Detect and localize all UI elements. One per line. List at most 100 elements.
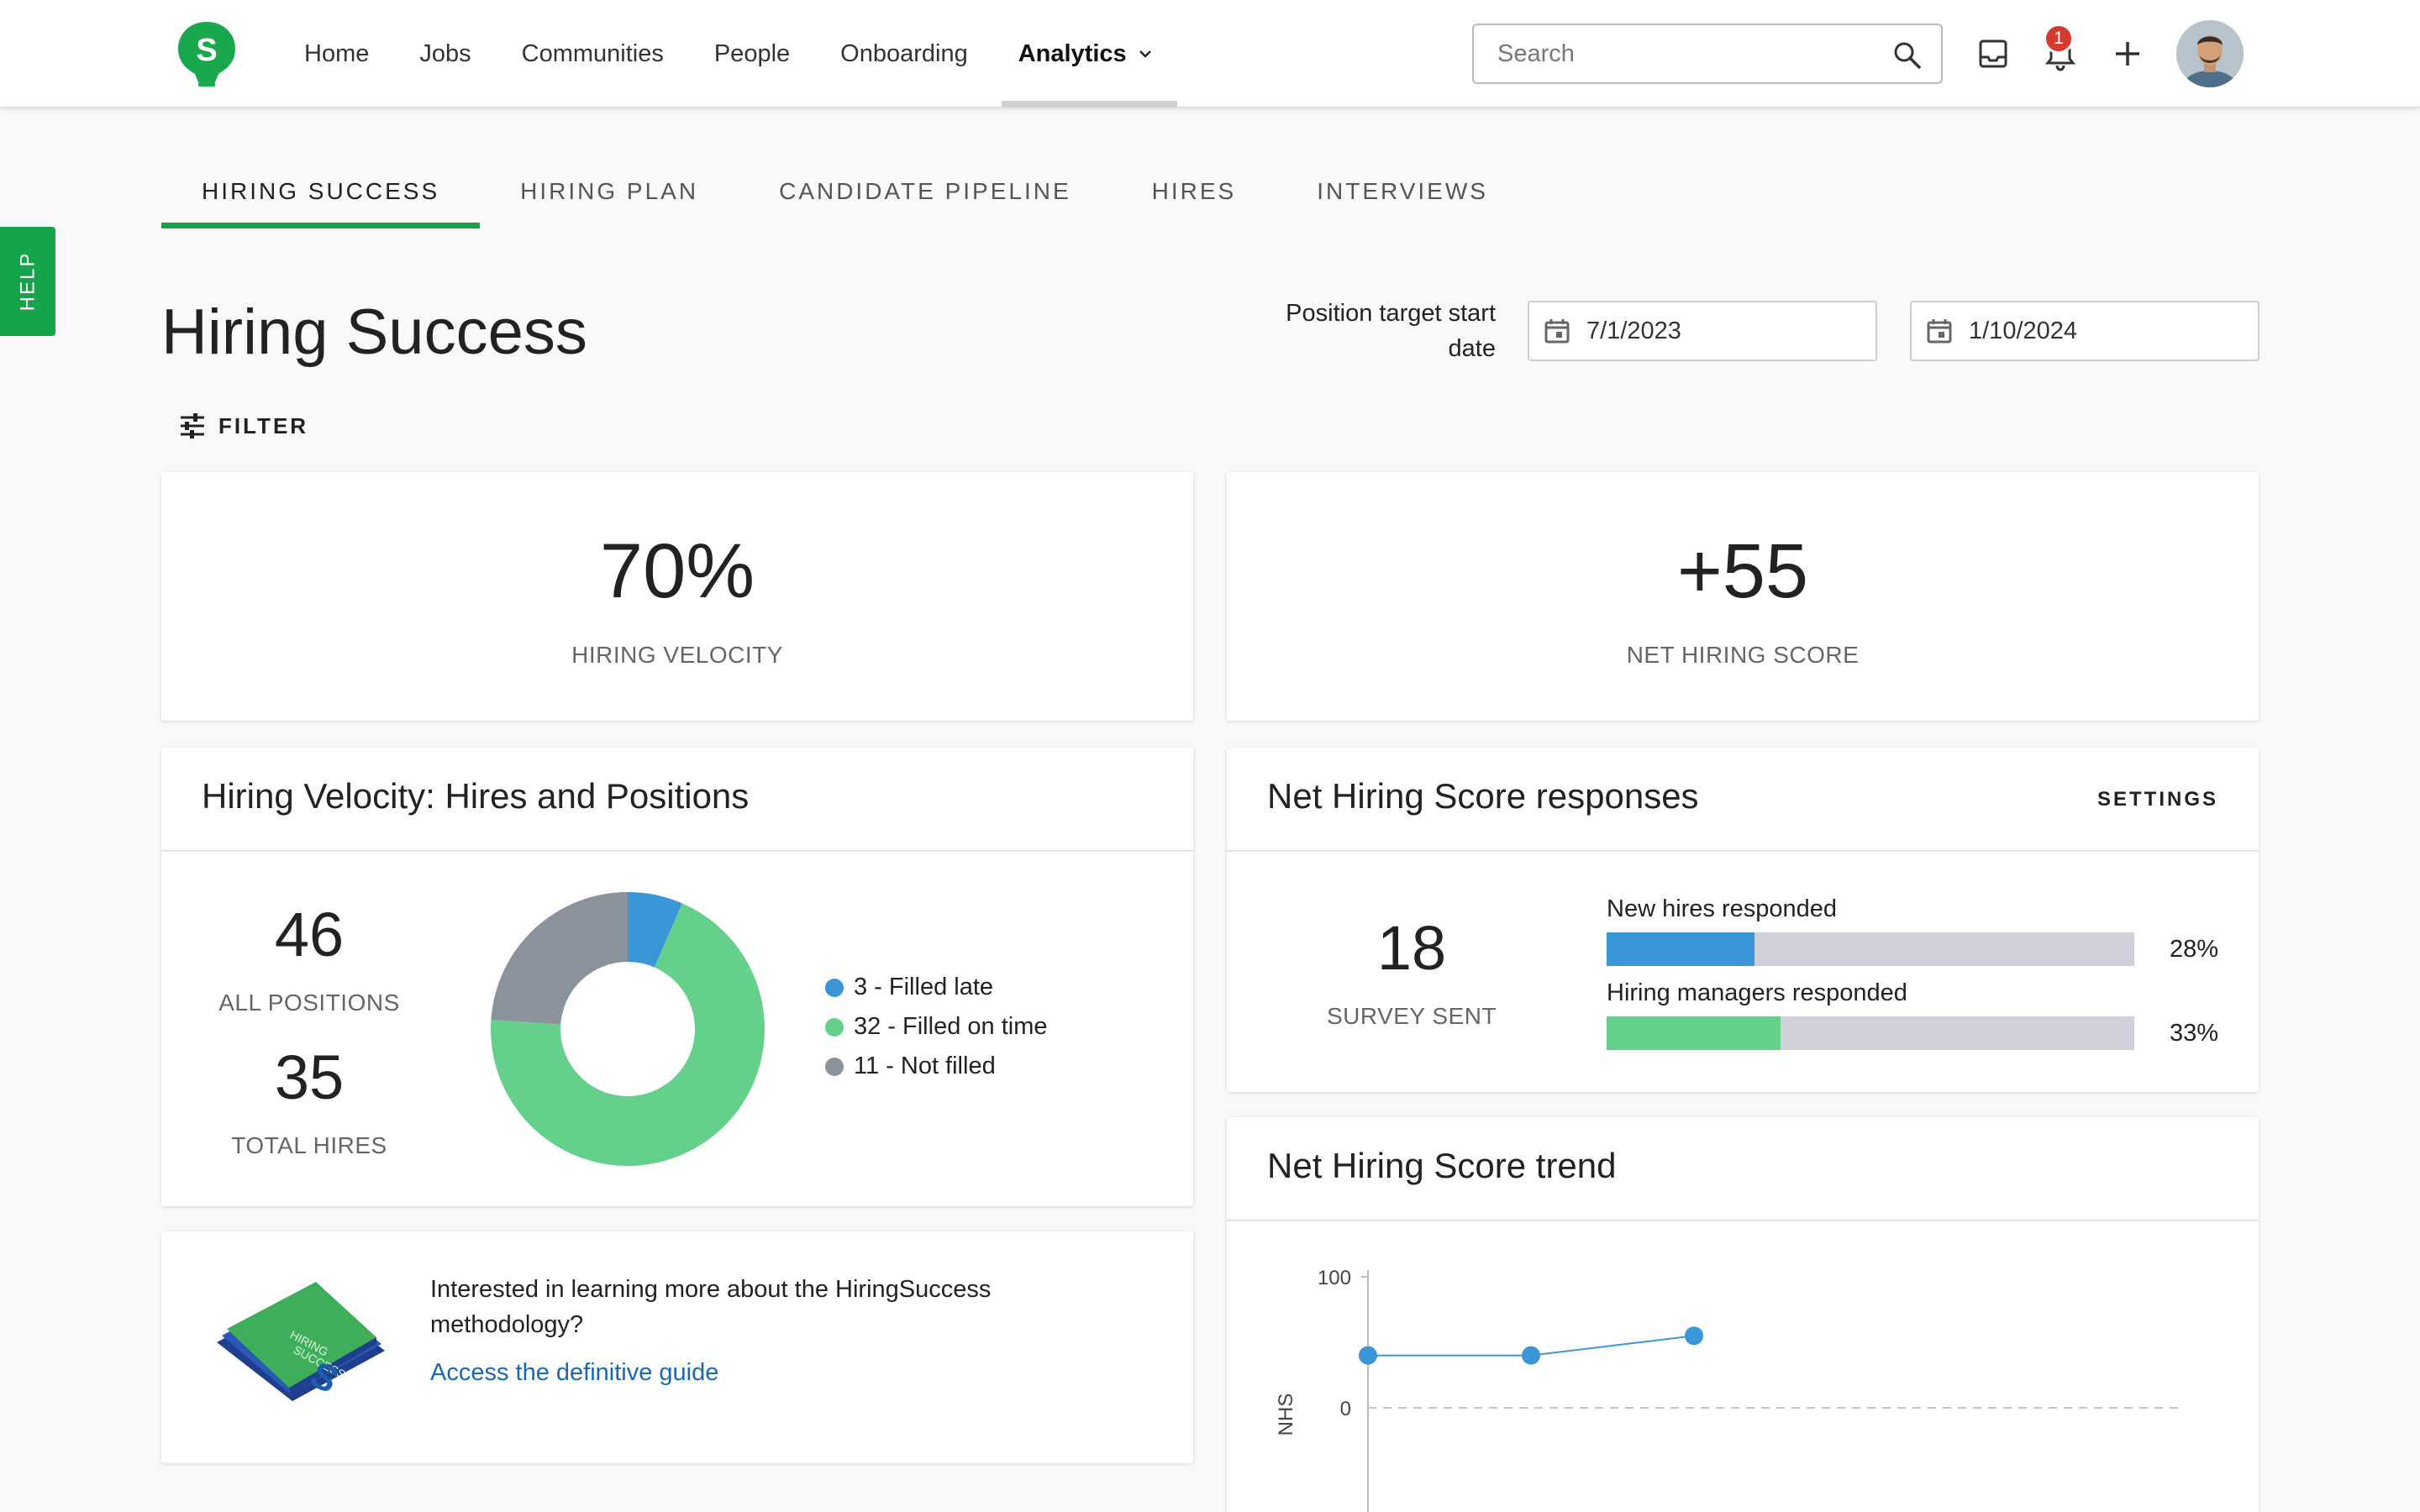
card-title: Net Hiring Score trend <box>1267 1146 1617 1185</box>
end-date-value: 1/10/2024 <box>1969 317 2078 344</box>
chevron-down-icon <box>1139 50 1151 58</box>
tab-label: HIRING PLAN <box>520 178 699 204</box>
help-tab[interactable]: HELP <box>0 227 55 336</box>
page-title: Hiring Success <box>161 297 587 368</box>
tab-hiring-plan[interactable]: HIRING PLAN <box>480 165 739 223</box>
managers-bar <box>1607 1016 2134 1050</box>
legend-item: 3 - Filled late <box>825 968 1048 1007</box>
tab-interviews[interactable]: INTERVIEWS <box>1276 165 1528 223</box>
tab-label: HIRING SUCCESS <box>202 178 440 204</box>
nav-analytics[interactable]: Analytics <box>993 0 1177 108</box>
tab-hires[interactable]: HIRES <box>1112 165 1277 223</box>
nhs-responses-card: Net Hiring Score responses SETTINGS 18 S… <box>1227 748 2259 1092</box>
donut-slice-filled-late <box>628 892 682 968</box>
start-date-field[interactable]: 7/1/2023 <box>1528 301 1877 361</box>
hiring-velocity-card: Hiring Velocity: Hires and Positions 46 … <box>161 748 1193 1206</box>
survey-sent-label: SURVEY SENT <box>1326 1003 1497 1029</box>
guide-text: Interested in learning more about the Hi… <box>430 1276 992 1338</box>
end-date-field[interactable]: 1/10/2024 <box>1910 301 2260 361</box>
y-tick-label: 0 <box>1340 1398 1351 1420</box>
notification-badge: 1 <box>2044 24 2074 54</box>
search-input[interactable] <box>1474 39 1877 68</box>
book-icon: HIRING SUCCESS S <box>217 1282 385 1402</box>
tab-candidate-pipeline[interactable]: CANDIDATE PIPELINE <box>739 165 1112 223</box>
start-date-value: 7/1/2023 <box>1586 317 1681 344</box>
donut-legend: 3 - Filled late 32 - Filled on time 11 -… <box>825 968 1048 1086</box>
managers-pct: 33% <box>2169 1020 2218 1047</box>
card-header: Net Hiring Score trend <box>1227 1117 2259 1221</box>
new-hires-bar-label: New hires responded <box>1607 895 1838 922</box>
filter-button[interactable]: FILTER <box>178 412 308 440</box>
nav-label: Home <box>304 39 370 67</box>
card-title: Net Hiring Score responses <box>1267 776 1699 816</box>
search-icon[interactable] <box>1892 40 1923 71</box>
card-title: Hiring Velocity: Hires and Positions <box>202 776 750 816</box>
donut-slice-not-filled <box>491 892 628 1025</box>
trend-data-point[interactable] <box>1522 1346 1540 1365</box>
trend-data-point[interactable] <box>1685 1326 1703 1346</box>
legend-item: 32 - Filled on time <box>825 1007 1048 1047</box>
net-hiring-score-kpi-card: +55 NET HIRING SCORE <box>1227 472 2259 721</box>
hiring-velocity-kpi-card: 70% HIRING VELOCITY <box>161 472 1193 721</box>
nav-label: Jobs <box>419 39 471 67</box>
date-range-label: Position target start date <box>1286 300 1496 362</box>
nhs-trend-line-chart: 100 0 NHS <box>1275 1267 2185 1512</box>
nav-jobs[interactable]: Jobs <box>394 0 496 108</box>
total-hires-label: TOTAL HIRES <box>231 1132 387 1158</box>
inbox-icon[interactable] <box>1973 34 2013 74</box>
legend-label: 11 - Not filled <box>854 1053 996 1079</box>
all-positions-label: ALL POSITIONS <box>218 990 400 1016</box>
main-nav: Home Jobs Communities People Onboarding … <box>279 0 1177 108</box>
tab-label: INTERVIEWS <box>1317 178 1488 204</box>
managers-bar-label: Hiring managers responded <box>1607 979 1907 1006</box>
y-axis-label: NHS <box>1275 1394 1297 1436</box>
nav-onboarding[interactable]: Onboarding <box>815 0 993 108</box>
legend-dot <box>825 978 844 997</box>
all-positions-value: 46 <box>274 900 345 969</box>
plus-icon[interactable] <box>2107 34 2148 74</box>
hiring-velocity-label: HIRING VELOCITY <box>571 642 783 668</box>
calendar-icon <box>1544 319 1570 344</box>
nhs-trend-card: Net Hiring Score trend 100 0 NHS <box>1227 1117 2259 1512</box>
user-avatar-icon <box>2176 20 2244 87</box>
total-hires-value: 35 <box>274 1042 345 1112</box>
legend-item: 11 - Not filled <box>825 1047 1048 1086</box>
card-header: Hiring Velocity: Hires and Positions <box>161 748 1193 852</box>
legend-dot <box>825 1057 844 1076</box>
guide-card: HIRING SUCCESS S Interested in learning … <box>161 1231 1193 1463</box>
trend-data-point[interactable] <box>1359 1346 1377 1365</box>
svg-text:S: S <box>196 33 217 68</box>
calendar-icon <box>1927 319 1952 344</box>
legend-label: 32 - Filled on time <box>854 1013 1048 1040</box>
tab-hiring-success[interactable]: HIRING SUCCESS <box>161 165 481 228</box>
settings-button[interactable]: SETTINGS <box>2096 788 2218 811</box>
search-box <box>1472 24 1943 84</box>
net-hiring-score-label: NET HIRING SCORE <box>1626 642 1860 668</box>
nav-people[interactable]: People <box>689 0 815 108</box>
new-hires-pct: 28% <box>2169 936 2218 963</box>
legend-label: 3 - Filled late <box>854 974 994 1000</box>
nav-label: People <box>713 39 791 67</box>
analytics-tabs: HIRING SUCCESS HIRING PLAN CANDIDATE PIP… <box>161 165 1528 228</box>
filter-label: FILTER <box>218 412 309 438</box>
help-label: HELP <box>16 251 39 312</box>
legend-dot <box>825 1017 844 1037</box>
guide-link[interactable]: Access the definitive guide <box>430 1359 719 1386</box>
smartrecruiters-logo-icon[interactable]: S <box>176 20 237 87</box>
nav-communities[interactable]: Communities <box>497 0 689 108</box>
new-hires-bar <box>1607 932 2134 966</box>
nav-home[interactable]: Home <box>279 0 394 108</box>
avatar[interactable] <box>2176 20 2244 87</box>
tab-label: CANDIDATE PIPELINE <box>779 178 1071 204</box>
hiring-velocity-value: 70% <box>599 528 755 614</box>
y-tick-label: 100 <box>1318 1267 1351 1289</box>
top-navbar: S Home Jobs Communities People Onboardin… <box>0 0 2420 108</box>
notification-count: 1 <box>2054 29 2064 48</box>
net-hiring-score-value: +55 <box>1676 528 1809 614</box>
nav-label: Analytics <box>1018 39 1127 67</box>
card-header: Net Hiring Score responses SETTINGS <box>1227 748 2259 852</box>
new-hires-bar-fill <box>1607 932 1754 966</box>
nav-label: Onboarding <box>840 39 968 67</box>
tab-label: HIRES <box>1151 178 1237 204</box>
survey-sent-value: 18 <box>1376 913 1447 983</box>
